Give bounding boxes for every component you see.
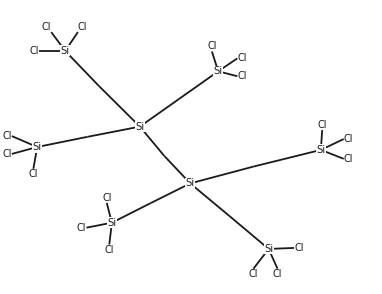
Text: Cl: Cl xyxy=(273,269,282,279)
Text: Si: Si xyxy=(316,145,325,155)
Text: Cl: Cl xyxy=(77,223,86,233)
Text: Cl: Cl xyxy=(237,54,247,64)
Text: Cl: Cl xyxy=(317,120,327,130)
Text: Cl: Cl xyxy=(29,46,39,56)
Text: Cl: Cl xyxy=(2,149,12,159)
Text: Si: Si xyxy=(107,218,117,228)
Text: Si: Si xyxy=(214,66,223,76)
Text: Cl: Cl xyxy=(105,245,114,255)
Text: Si: Si xyxy=(264,244,273,254)
Text: Cl: Cl xyxy=(29,169,38,179)
Text: Cl: Cl xyxy=(78,22,87,32)
Text: Si: Si xyxy=(32,142,42,152)
Text: Cl: Cl xyxy=(207,41,217,51)
Text: Si: Si xyxy=(135,122,144,132)
Text: Si: Si xyxy=(61,46,70,56)
Text: Cl: Cl xyxy=(2,131,12,141)
Text: Cl: Cl xyxy=(294,243,304,253)
Text: Cl: Cl xyxy=(344,134,353,144)
Text: Si: Si xyxy=(186,178,195,188)
Text: Cl: Cl xyxy=(249,269,258,279)
Text: Cl: Cl xyxy=(42,22,51,32)
Text: Cl: Cl xyxy=(102,193,112,203)
Text: Cl: Cl xyxy=(344,154,353,164)
Text: Cl: Cl xyxy=(237,71,247,81)
